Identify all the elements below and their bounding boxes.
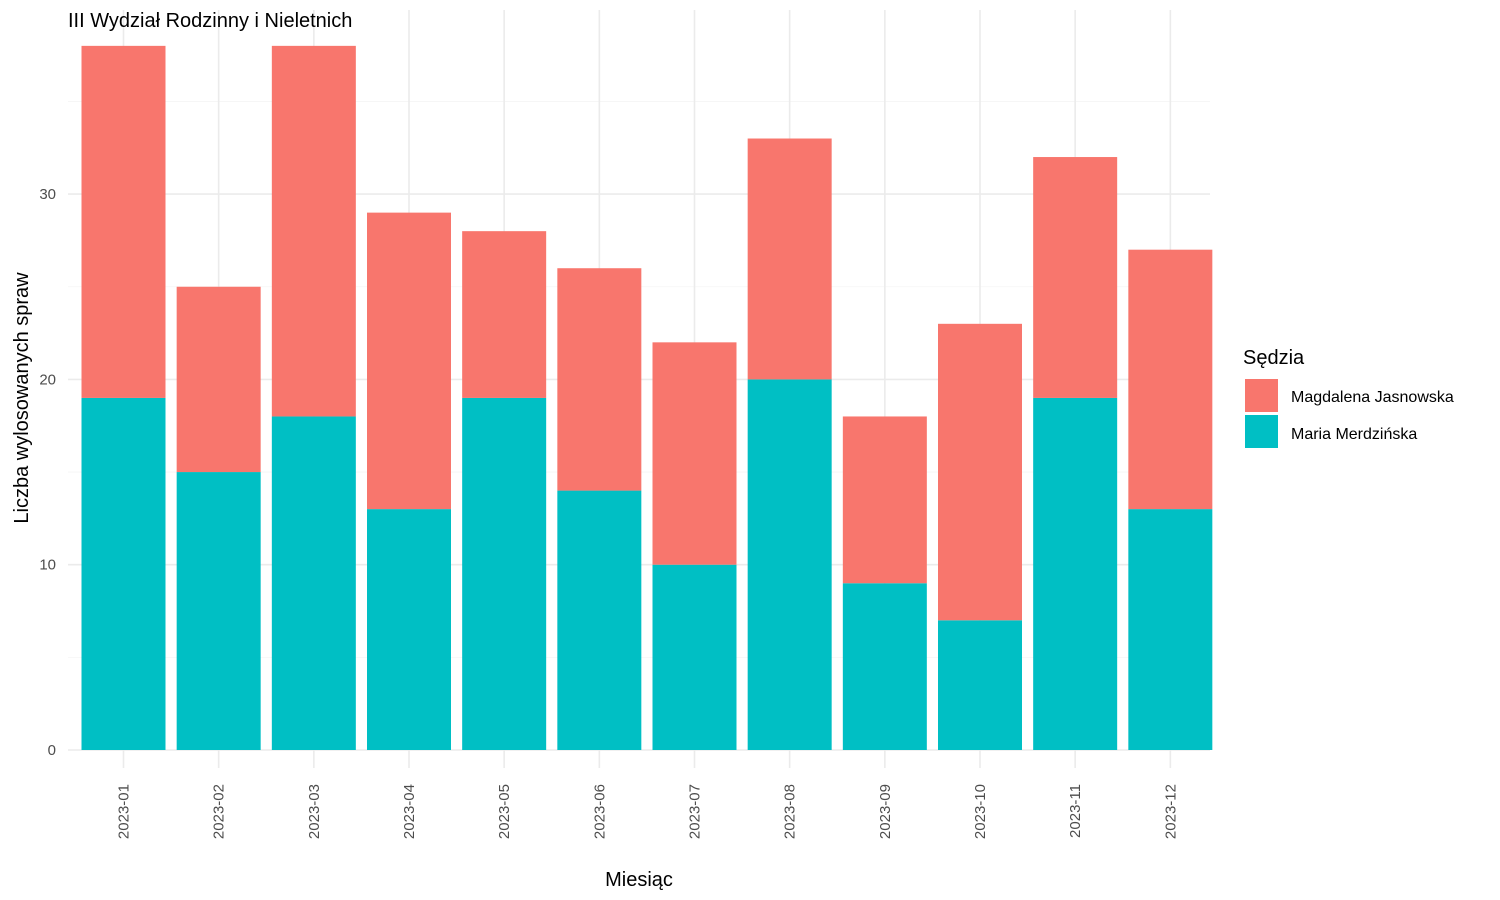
legend-key-magdalena-jasnowska <box>1245 379 1278 412</box>
y-tick-label-20: 20 <box>39 371 56 388</box>
bar-2023-01-maria-merdzinska <box>81 397 166 750</box>
bar-2023-11-magdalena-jasnowska <box>1033 157 1118 398</box>
x-tick-label-2023-04: 2023-04 <box>401 784 418 839</box>
y-tick-label-0: 0 <box>48 742 56 759</box>
bar-2023-10-magdalena-jasnowska <box>938 323 1022 621</box>
bar-2023-06-magdalena-jasnowska <box>557 268 642 491</box>
y-axis-ticks: 0 10 20 30 <box>39 186 56 759</box>
x-tick-label-2023-08: 2023-08 <box>782 784 799 839</box>
legend-key-maria-merdzinska <box>1245 415 1278 448</box>
legend-title: Sędzia <box>1243 347 1305 369</box>
bar-2023-01-magdalena-jasnowska <box>81 45 166 398</box>
legend: Sędzia Magdalena Jasnowska Maria Merdziń… <box>1243 347 1454 448</box>
x-tick-label-2023-12: 2023-12 <box>1162 784 1179 839</box>
x-tick-label-2023-06: 2023-06 <box>591 784 608 839</box>
bar-2023-02-magdalena-jasnowska <box>176 286 261 473</box>
bar-2023-12-magdalena-jasnowska <box>1128 249 1213 510</box>
x-tick-label-2023-11: 2023-11 <box>1067 784 1084 838</box>
bar-2023-08-magdalena-jasnowska <box>747 138 832 380</box>
bars-layer <box>81 45 1213 750</box>
bar-2023-07-maria-merdzinska <box>652 564 737 750</box>
legend-label-maria-merdzinska: Maria Merdzińska <box>1291 426 1417 443</box>
x-tick-label-2023-03: 2023-03 <box>306 784 323 839</box>
x-tick-label-2023-01: 2023-01 <box>116 784 133 839</box>
x-tick-label-2023-10: 2023-10 <box>972 784 989 839</box>
chart-title: III Wydział Rodzinny i Nieletnich <box>68 10 352 32</box>
bar-2023-11-maria-merdzinska <box>1033 397 1118 750</box>
bar-2023-05-magdalena-jasnowska <box>462 231 547 398</box>
legend-label-magdalena-jasnowska: Magdalena Jasnowska <box>1291 389 1454 406</box>
bar-2023-09-maria-merdzinska <box>842 583 927 750</box>
x-tick-label-2023-05: 2023-05 <box>496 784 513 839</box>
bar-2023-03-maria-merdzinska <box>271 416 356 750</box>
x-tick-label-2023-02: 2023-02 <box>211 784 228 839</box>
x-tick-label-2023-07: 2023-07 <box>687 784 704 839</box>
bar-2023-03-magdalena-jasnowska <box>271 45 356 417</box>
bar-2023-08-maria-merdzinska <box>747 379 832 750</box>
bar-2023-12-maria-merdzinska <box>1128 509 1213 750</box>
bar-2023-04-maria-merdzinska <box>367 509 451 750</box>
bar-2023-04-magdalena-jasnowska <box>367 212 451 510</box>
bar-2023-09-magdalena-jasnowska <box>842 416 927 584</box>
x-tick-label-2023-09: 2023-09 <box>877 784 894 839</box>
x-axis-title: Miesiąc <box>605 869 673 891</box>
y-tick-label-10: 10 <box>39 557 56 574</box>
bar-2023-07-magdalena-jasnowska <box>652 342 737 565</box>
bar-2023-05-maria-merdzinska <box>462 397 547 750</box>
y-tick-label-30: 30 <box>39 186 56 203</box>
bar-2023-02-maria-merdzinska <box>176 472 261 750</box>
bar-2023-06-maria-merdzinska <box>557 490 642 750</box>
x-axis-ticks: 2023-01 2023-02 2023-03 2023-04 2023-05 2023-… <box>116 784 1180 839</box>
bar-2023-10-maria-merdzinska <box>938 620 1022 750</box>
y-axis-title: Liczba wylosowanych spraw <box>11 272 33 524</box>
